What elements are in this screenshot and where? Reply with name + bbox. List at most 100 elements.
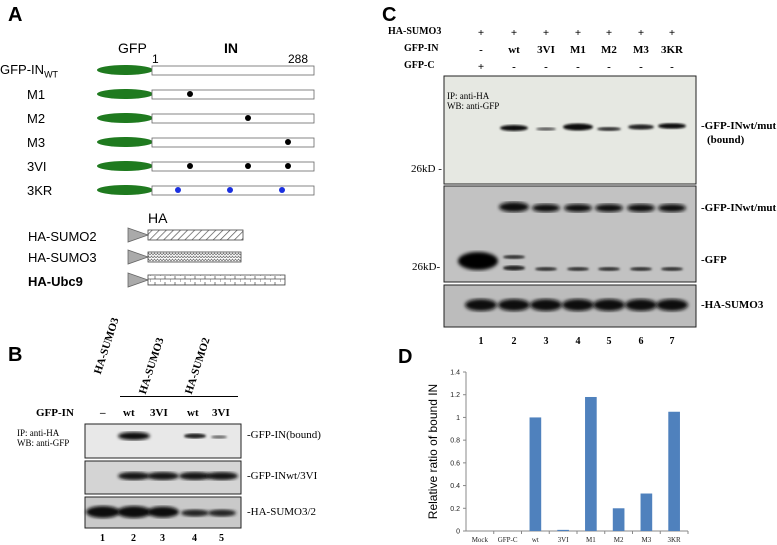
x-tick-label: GFP-C xyxy=(498,536,518,544)
band xyxy=(532,204,560,212)
lane-number: 1 xyxy=(478,336,484,347)
in-header: IN xyxy=(224,40,238,56)
band xyxy=(630,267,652,271)
x-tick-label: wt xyxy=(532,536,539,544)
ha-tag xyxy=(127,272,150,288)
in-domain xyxy=(151,113,315,124)
row-label-gfp-c: GFP-C xyxy=(404,60,435,71)
in-domain xyxy=(151,89,315,100)
band-label-b-3: -HA-SUMO3/2 xyxy=(247,506,317,518)
construct-m1 xyxy=(97,89,315,100)
band xyxy=(535,267,557,271)
wb-label-c: WB: anti-GFP xyxy=(447,101,500,111)
band xyxy=(181,509,209,517)
band xyxy=(658,204,686,212)
band xyxy=(597,127,621,131)
lane-value: + xyxy=(510,27,518,39)
y-tick-label: 0 xyxy=(456,529,460,536)
band xyxy=(211,435,227,439)
band-label-c-3: -GFP xyxy=(701,254,727,266)
lysine-mutation-dot xyxy=(227,187,233,193)
lane-value: M3 xyxy=(633,44,649,56)
lysine-mutation-dot xyxy=(279,187,285,193)
band xyxy=(117,506,151,518)
col-header-1: HA-SUMO3 xyxy=(92,316,122,376)
gfp-in-label: GFP-IN xyxy=(36,407,74,419)
lane-top-5: 3VI xyxy=(212,407,230,419)
x-tick-label: 3KR xyxy=(668,536,682,544)
band xyxy=(147,506,179,518)
band xyxy=(593,299,625,311)
x-tick-label: Mock xyxy=(472,536,489,544)
x-tick-label: M3 xyxy=(642,536,652,544)
lane-value: wt xyxy=(508,44,520,56)
lane-value: + xyxy=(477,27,485,39)
band-label-b-2: -GFP-INwt/3VI xyxy=(247,470,318,482)
panel-a-letter: A xyxy=(8,4,23,26)
construct-ha-sumo2 xyxy=(127,227,244,243)
lysine-mutation-dot xyxy=(175,187,181,193)
ip-label-c: IP: anti-HA xyxy=(447,91,490,101)
bar xyxy=(557,529,569,531)
mutation-dot xyxy=(187,91,193,97)
panel-c-letter: C xyxy=(382,4,397,26)
y-tick-label: 1 xyxy=(456,415,460,422)
lane-value: M1 xyxy=(570,44,586,56)
ip-label-b: IP: anti-HA xyxy=(17,428,60,438)
band xyxy=(628,124,654,130)
band xyxy=(500,125,528,131)
bar xyxy=(612,508,625,531)
blot-b-input xyxy=(84,460,242,495)
lane-number-b-3: 3 xyxy=(160,533,165,544)
ha-tag xyxy=(127,227,150,243)
lane-value: - xyxy=(670,61,674,73)
band xyxy=(656,299,688,311)
mutation-dot xyxy=(187,163,193,169)
in-end-pos: 288 xyxy=(288,52,309,66)
band xyxy=(567,267,589,271)
band xyxy=(563,123,593,131)
construct-ha-ubc9 xyxy=(127,272,286,288)
y-tick-label: 1.2 xyxy=(450,392,460,399)
bar xyxy=(529,417,542,531)
lane-value: + xyxy=(668,27,676,39)
lane-value: + xyxy=(542,27,550,39)
construct-wt xyxy=(97,65,315,76)
band-label-c-1b: (bound) xyxy=(707,134,745,146)
x-tick-label: M1 xyxy=(586,536,596,544)
band xyxy=(498,299,530,311)
construct-m3 xyxy=(97,137,315,148)
band-label-c-1: -GFP-INwt/mut xyxy=(701,120,777,132)
y-tick-label: 0.2 xyxy=(450,506,460,513)
construct-label-wt: GFP-INWT xyxy=(0,62,59,80)
lane-number-b-5: 5 xyxy=(219,533,224,544)
construct-3vi xyxy=(97,161,315,172)
bar xyxy=(640,493,653,531)
gfp-header: GFP xyxy=(118,40,147,56)
marker-26kd-mid: 26kD- xyxy=(412,261,441,273)
band-label-c-4: -HA-SUMO3 xyxy=(701,299,764,311)
blot-b-sumo xyxy=(84,496,242,529)
lane-number: 6 xyxy=(638,336,644,347)
band xyxy=(147,472,179,480)
mutation-dot xyxy=(285,163,291,169)
sumo3-domain xyxy=(147,251,242,263)
band xyxy=(530,299,562,311)
ha-ubc9-label: HA-Ubc9 xyxy=(28,274,83,289)
blot-c-sumo3 xyxy=(443,284,697,328)
ubc9-domain xyxy=(147,274,286,286)
band xyxy=(595,204,623,212)
band xyxy=(118,432,150,440)
ha-sumo3-label: HA-SUMO3 xyxy=(28,250,97,265)
construct-label-m1: M1 xyxy=(27,87,46,102)
col-header-3: HA-SUMO2 xyxy=(183,336,213,396)
lane-number-b-2: 2 xyxy=(131,533,136,544)
band xyxy=(598,267,620,271)
col-header-2: HA-SUMO3 xyxy=(137,336,167,396)
lane-top-1: – xyxy=(100,407,106,419)
y-tick-label: 0.8 xyxy=(450,438,460,445)
lane-value: 3KR xyxy=(661,44,683,56)
header-line-1 xyxy=(120,396,190,397)
construct-label-3vi: 3VI xyxy=(27,159,47,174)
lane-value: + xyxy=(574,27,582,39)
